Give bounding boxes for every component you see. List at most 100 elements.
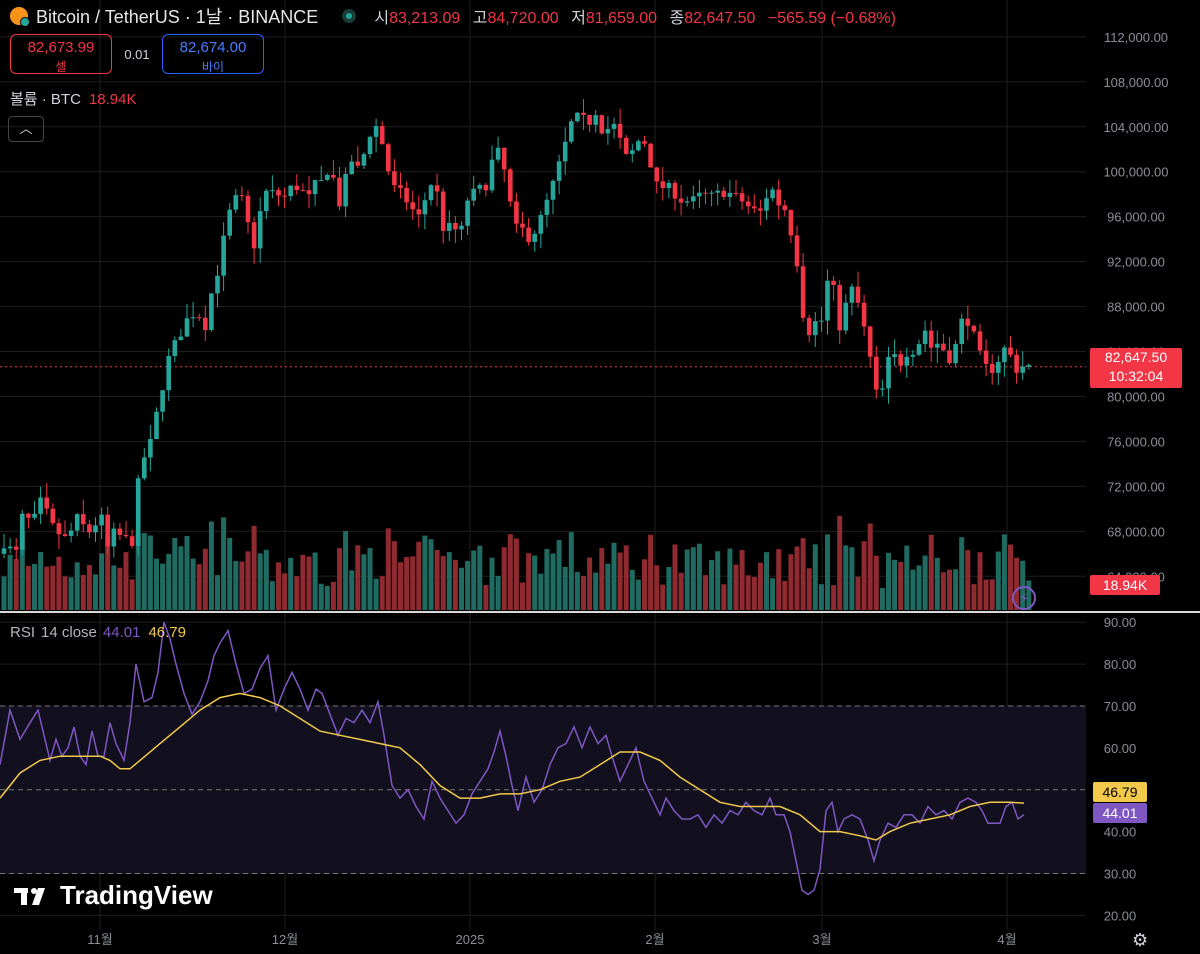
volume-bar [227,537,233,610]
candle-body [874,356,879,390]
symbol-title[interactable]: Bitcoin / TetherUS · 1날 · BINANCE [36,7,319,27]
candle-body [331,174,336,178]
volume-bar [410,556,416,610]
volume-bar [221,517,227,610]
volume-bar [513,538,519,610]
settings-icon[interactable]: ⚙ [1132,930,1149,950]
candle-body [800,266,806,318]
volume-bar [343,531,349,610]
price-tick-label: 104,000.00 [1103,120,1168,135]
candle-body [928,330,934,348]
candle-body [312,180,318,195]
rsi-tick-label: 80.00 [1104,657,1137,672]
volume-bar [154,558,159,610]
volume-bar [7,554,13,610]
candle-body [727,192,733,197]
volume-bar [306,556,312,610]
candle-body [501,147,507,170]
volume-bar [696,543,702,610]
candle-body [794,235,800,267]
candle-body [752,206,757,209]
volume-bar [654,565,660,610]
tradingview-logo[interactable]: TradingView [14,880,213,911]
volume-bar [416,541,422,610]
candlestick-series [1,99,1032,561]
volume-bar [330,581,336,610]
volume-bar [538,573,544,610]
volume-bar [635,579,641,610]
sell-button[interactable]: 82,673.99 셀 [10,34,112,74]
volume-bar [349,570,355,610]
volume-bar [190,558,196,610]
candle-body [62,534,68,536]
candle-body [32,513,37,518]
candle-body [684,201,690,203]
candle-body [776,189,781,206]
volume-bar [428,539,434,610]
candle-body [416,209,422,215]
candle-body [520,223,525,228]
volume-bar [385,528,391,610]
candle-body [916,344,922,355]
volume-bar [501,547,507,610]
volume-bar [19,531,25,610]
volume-bar [147,535,153,610]
collapse-legend-button[interactable]: ︿ [8,116,44,142]
volume-bar [324,585,330,610]
candle-body [434,185,440,192]
candle-body [941,343,946,351]
candle-body [465,200,470,226]
spread-value: 0.01 [124,46,150,62]
candle-body [947,350,952,364]
volume-bar [623,545,629,610]
rsi-bands [0,366,1086,874]
volume-bar [361,554,367,610]
volume-bar [1014,557,1020,610]
volume-bar [550,553,556,610]
candle-body [196,317,202,319]
rsi-tick-label: 60.00 [1104,741,1137,756]
candle-body [514,201,519,224]
price-tick-label: 72,000.00 [1107,479,1165,494]
candle-body [996,361,1001,373]
candle-body [81,514,86,525]
volume-bar [715,551,721,610]
lightning-icon[interactable]: ⚡ [1012,586,1036,610]
volume-bar [208,521,214,610]
volume-bar [928,534,934,610]
candle-body [831,280,836,286]
volume-bar [239,561,245,610]
candle-body [721,190,727,197]
volume-bar [1020,560,1026,610]
buy-button[interactable]: 82,674.00 바이 [162,34,264,74]
candle-body [349,161,354,175]
volume-bar [129,579,135,610]
volume-bar [483,585,489,610]
volume-bar [1008,544,1013,610]
volume-bar [581,575,586,610]
volume-bar [965,550,971,610]
candle-body [886,356,891,389]
volume-bar [843,545,849,610]
candle-body [215,275,220,294]
volume-bar [709,560,715,610]
candle-body [617,123,623,138]
candle-body [477,184,483,189]
volume-bar [727,548,733,610]
volume-bar [245,551,251,610]
candle-body [343,174,348,207]
rsi-ma-line [0,692,1025,841]
volume-legend[interactable]: 볼륨 · BTC 18.94K [10,91,137,108]
rsi-legend[interactable]: RSI 14 close 44.01 46.79 [10,624,186,641]
candle-body [892,354,897,357]
candle-body [239,195,245,197]
volume-bar [135,533,141,610]
candle-body [819,320,824,322]
candle-body [105,514,110,547]
volume-bar [764,552,769,610]
candle-body [404,187,409,203]
candle-body [898,354,903,366]
volume-bar [940,572,946,610]
rsi-tick-label: 90.00 [1104,615,1137,630]
